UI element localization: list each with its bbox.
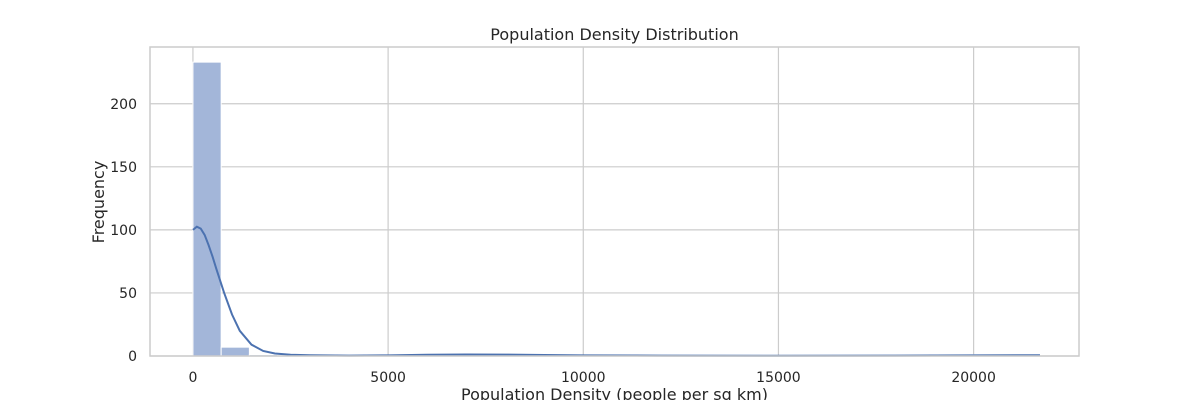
chart-title: Population Density Distribution: [490, 25, 738, 44]
plot-frame: [149, 46, 1080, 357]
y-tick-label: 0: [128, 349, 137, 365]
x-tick-label: 20000: [951, 370, 996, 386]
histogram-bars: [192, 61, 1041, 357]
y-tick-label: 150: [110, 160, 137, 176]
y-tick-labels: 0 50 100 150 200: [110, 97, 137, 365]
x-tick-label: 5000: [370, 370, 406, 386]
x-tick-labels: 0 5000 10000 15000 20000: [188, 370, 995, 386]
x-tick-label: 15000: [756, 370, 801, 386]
kde-line: [192, 225, 1040, 357]
histogram-bar: [220, 346, 250, 357]
y-axis-label: Frequency: [89, 161, 108, 244]
grid-lines: [150, 47, 1079, 357]
x-tick-label: 10000: [561, 370, 606, 386]
x-axis-label: Population Density (people per sq km): [461, 385, 768, 400]
y-tick-label: 200: [110, 97, 137, 113]
histogram-bar: [192, 61, 222, 357]
y-tick-label: 100: [110, 223, 137, 239]
y-tick-label: 50: [119, 286, 137, 302]
x-tick-label: 0: [188, 370, 197, 386]
